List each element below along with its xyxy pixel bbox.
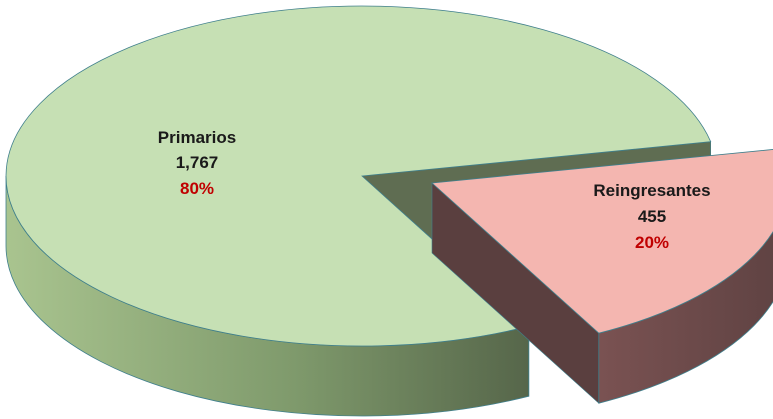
slice-percent-reingresantes: 20% bbox=[635, 233, 669, 252]
slice-label-reingresantes: Reingresantes bbox=[593, 181, 710, 200]
slice-label-primarios: Primarios bbox=[158, 128, 236, 147]
slice-reingresantes-top bbox=[431, 149, 773, 334]
slice-value-primarios: 1,767 bbox=[176, 153, 219, 172]
slice-reingresantes bbox=[431, 149, 773, 404]
slice-percent-primarios: 80% bbox=[180, 179, 214, 198]
data-label-reingresantes: Reingresantes 455 20% bbox=[593, 181, 710, 252]
slice-primarios-top bbox=[5, 5, 712, 347]
slice-value-reingresantes: 455 bbox=[638, 207, 666, 226]
slice-reingresantes-side bbox=[598, 230, 773, 404]
data-label-primarios: Primarios 1,767 80% bbox=[158, 128, 236, 198]
